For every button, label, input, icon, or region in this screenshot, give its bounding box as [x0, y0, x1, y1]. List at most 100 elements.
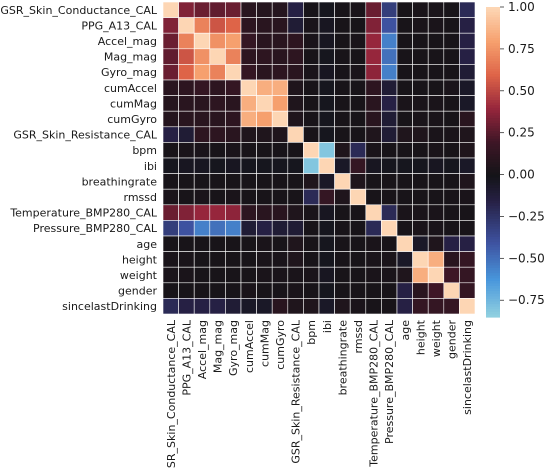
heatmap-cell — [459, 298, 476, 315]
heatmap-cell — [178, 282, 195, 299]
heatmap-cell — [162, 110, 179, 128]
heatmap-cell — [334, 220, 351, 237]
heatmap-cell — [381, 157, 398, 174]
heatmap-cell — [334, 32, 351, 50]
colorbar-tick-label: 1.00 — [508, 0, 535, 14]
row-tick-label: Gyro_mag — [101, 66, 157, 79]
heatmap-cell — [334, 48, 351, 65]
colorbar-segment — [486, 27, 500, 31]
heatmap-cell — [271, 48, 289, 65]
heatmap-cell — [225, 1, 242, 18]
heatmap-cell — [303, 48, 320, 65]
row-tick-label: gender — [118, 285, 157, 298]
heatmap-cell — [209, 235, 226, 252]
column-tick-label: breathingrate — [336, 320, 349, 396]
heatmap-cell — [318, 64, 335, 81]
heatmap-cell — [256, 157, 273, 174]
colorbar-segment — [486, 25, 500, 29]
heatmap-cell — [209, 95, 226, 112]
heatmap-cell — [162, 220, 179, 237]
colorbar-segment — [486, 195, 500, 199]
heatmap-cell — [256, 188, 273, 206]
heatmap-cell — [287, 95, 304, 112]
colorbar-segment — [486, 149, 500, 153]
heatmap-cell — [209, 220, 226, 237]
colorbar-tick-label: −0.50 — [508, 251, 545, 265]
heatmap-cell — [427, 126, 445, 143]
heatmap-cell — [271, 173, 289, 190]
heatmap-cell — [225, 188, 242, 206]
heatmap-cell — [459, 251, 476, 268]
colorbar-segment — [486, 190, 500, 194]
colorbar-segment — [486, 40, 500, 44]
heatmap-cell — [412, 79, 429, 96]
heatmap-cell — [365, 95, 382, 112]
colorbar-tick-label: 0.75 — [508, 42, 535, 56]
heatmap-cell — [271, 17, 289, 34]
heatmap-cell — [396, 79, 413, 96]
colorbar-segment — [486, 84, 500, 88]
heatmap-cell — [240, 95, 257, 112]
heatmap-cell — [349, 157, 367, 174]
colorbar-segment — [486, 172, 500, 176]
heatmap-cell — [349, 188, 367, 206]
heatmap-cell — [303, 266, 320, 284]
heatmap-cell — [178, 110, 195, 128]
heatmap-cell — [193, 110, 211, 128]
heatmap-cell — [209, 188, 226, 206]
heatmap-cell — [287, 173, 304, 190]
heatmap-cell — [162, 48, 179, 65]
heatmap-cell — [349, 251, 367, 268]
heatmap-cell — [349, 64, 367, 81]
colorbar-segment — [486, 270, 500, 274]
heatmap-cell — [271, 157, 289, 174]
heatmap-cell — [427, 204, 445, 221]
heatmap-cell — [412, 95, 429, 112]
colorbar-segment — [486, 242, 500, 246]
heatmap-cell — [443, 32, 460, 50]
heatmap-cell — [162, 17, 179, 34]
colorbar-segment — [486, 159, 500, 163]
heatmap-cell — [412, 126, 429, 143]
heatmap-cell — [381, 142, 398, 159]
heatmap-cell — [427, 235, 445, 252]
heatmap-cell — [412, 266, 429, 284]
heatmap-cell — [162, 1, 179, 18]
heatmap-cell — [318, 32, 335, 50]
colorbar-segment — [486, 53, 500, 57]
heatmap-cell — [162, 32, 179, 50]
heatmap-cell — [349, 142, 367, 159]
heatmap-cell — [287, 235, 304, 252]
heatmap-cell — [271, 142, 289, 159]
heatmap-cell — [443, 298, 460, 315]
colorbar-segment — [486, 311, 500, 316]
heatmap-cell — [381, 204, 398, 221]
heatmap-cell — [178, 298, 195, 315]
row-tick-label: PPG_A13_CAL — [81, 19, 158, 32]
heatmap-cell — [209, 157, 226, 174]
heatmap-cell — [287, 32, 304, 50]
heatmap-cell — [381, 266, 398, 284]
heatmap-cell — [178, 157, 195, 174]
heatmap-cell — [240, 282, 257, 299]
row-tick-label: rmssd — [124, 191, 158, 204]
heatmap-cell — [334, 188, 351, 206]
heatmap-cell — [178, 142, 195, 159]
heatmap-cell — [209, 17, 226, 34]
heatmap-cell — [240, 1, 257, 18]
colorbar-segment — [486, 200, 500, 204]
colorbar-segment — [486, 252, 500, 256]
heatmap-cell — [225, 17, 242, 34]
heatmap-cell — [365, 173, 382, 190]
heatmap-cell — [256, 266, 273, 284]
colorbar-segment — [486, 123, 500, 127]
heatmap-cell — [287, 204, 304, 221]
colorbar-segment — [486, 257, 500, 261]
heatmap-cell — [162, 251, 179, 268]
colorbar-segment — [486, 198, 500, 202]
heatmap-cell — [225, 79, 242, 96]
heatmap-cell — [303, 188, 320, 206]
colorbar-segment — [486, 205, 500, 210]
colorbar-segment — [486, 100, 500, 104]
heatmap-cell — [178, 95, 195, 112]
